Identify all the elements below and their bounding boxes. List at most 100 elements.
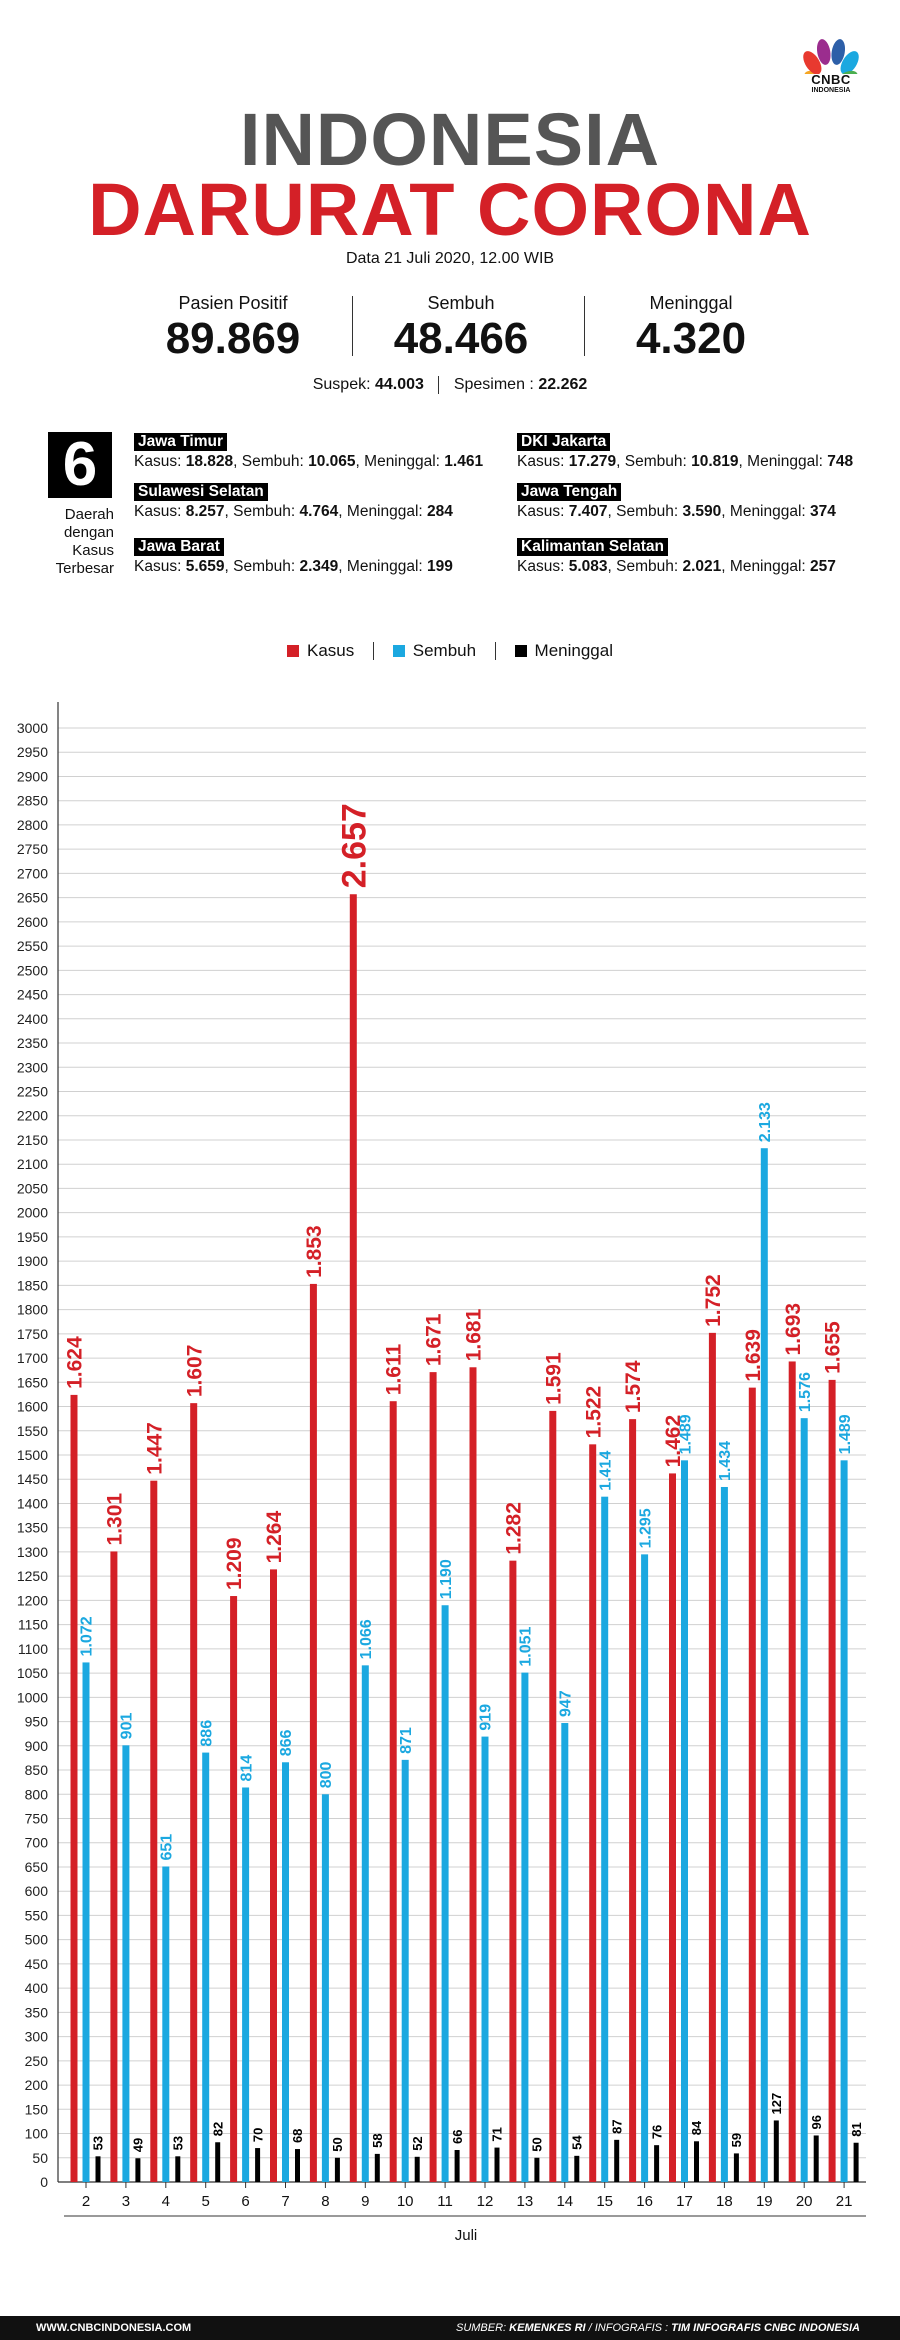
data-date: Data 21 Juli 2020, 12.00 WIB bbox=[345, 250, 555, 267]
region-sembuh: 10.819 bbox=[691, 453, 739, 470]
bar-kasus bbox=[788, 1361, 796, 2182]
data-label-meninggal: 96 bbox=[809, 2115, 824, 2129]
region-meninggal: 199 bbox=[427, 558, 453, 575]
bar-kasus bbox=[70, 1394, 78, 2182]
bar-sembuh bbox=[760, 1148, 768, 2182]
y-tick-label: 1450 bbox=[17, 1471, 48, 1487]
x-tick-label: 3 bbox=[122, 2193, 130, 2210]
y-tick-label: 1300 bbox=[17, 1544, 48, 1560]
x-tick-label: 4 bbox=[162, 2193, 170, 2210]
bar-kasus bbox=[190, 1403, 198, 2182]
y-tick-label: 550 bbox=[25, 1907, 49, 1923]
bar-sembuh bbox=[441, 1605, 449, 2182]
bar-meninggal bbox=[295, 2149, 300, 2182]
bar-kasus bbox=[429, 1372, 437, 2182]
kasus-label: Kasus: bbox=[134, 453, 182, 470]
region-meninggal: 284 bbox=[427, 503, 453, 520]
bar-kasus bbox=[589, 1444, 597, 2182]
y-tick-label: 2950 bbox=[17, 744, 48, 760]
bar-kasus bbox=[150, 1480, 158, 2182]
bar-sembuh bbox=[321, 1794, 329, 2182]
data-label-sembuh: 1.434 bbox=[717, 1441, 734, 1481]
data-label-meninggal: 76 bbox=[649, 2125, 664, 2139]
stat-divider bbox=[352, 296, 353, 356]
bar-sembuh bbox=[601, 1496, 609, 2182]
region-kasus: 18.828 bbox=[185, 453, 234, 470]
data-label-sembuh: 1.489 bbox=[837, 1414, 854, 1454]
kasus-label: Kasus: bbox=[517, 503, 565, 520]
data-label-sembuh: 1.051 bbox=[518, 1626, 535, 1666]
stat-positif-value: 89.869 bbox=[165, 314, 301, 363]
bar-sembuh bbox=[800, 1418, 808, 2182]
bar-meninggal bbox=[454, 2150, 460, 2182]
data-label-kasus: 1.462 bbox=[662, 1415, 685, 1468]
footer-website: WWW.CNBCINDONESIA.COM bbox=[36, 2322, 192, 2334]
data-label-meninggal: 58 bbox=[370, 2133, 385, 2147]
data-label-meninggal: 66 bbox=[450, 2130, 465, 2144]
data-label-meninggal: 81 bbox=[849, 2122, 864, 2136]
y-tick-label: 500 bbox=[25, 1932, 49, 1948]
sembuh-label: Sembuh: bbox=[616, 558, 679, 575]
data-label-kasus: 1.752 bbox=[702, 1274, 725, 1327]
bar-kasus bbox=[669, 1473, 676, 2182]
x-tick-label: 2 bbox=[82, 2193, 90, 2210]
bar-kasus bbox=[230, 1596, 238, 2182]
x-tick-label: 12 bbox=[477, 2193, 494, 2210]
region-sembuh: 3.590 bbox=[682, 503, 722, 520]
data-label-meninggal: 54 bbox=[569, 2135, 584, 2150]
bar-kasus bbox=[549, 1410, 557, 2182]
y-tick-label: 1850 bbox=[17, 1277, 48, 1293]
kasus-label: Kasus: bbox=[517, 558, 565, 575]
x-tick-label: 14 bbox=[556, 2193, 573, 2210]
x-tick-label: 11 bbox=[437, 2193, 453, 2210]
spesimen-value: 22.262 bbox=[538, 376, 588, 394]
legend-label-sembuh: Sembuh bbox=[412, 640, 477, 660]
data-label-sembuh: 886 bbox=[198, 1720, 215, 1747]
x-tick-label: 13 bbox=[517, 2193, 534, 2210]
bar-kasus bbox=[389, 1401, 397, 2182]
data-label-meninggal: 82 bbox=[210, 2122, 225, 2136]
region-name: Kalimantan Selatan bbox=[517, 538, 668, 556]
data-label-kasus: 1.574 bbox=[622, 1360, 645, 1413]
y-tick-label: 2300 bbox=[17, 1059, 48, 1075]
stat-sembuh-value: 48.466 bbox=[393, 314, 529, 363]
y-tick-label: 1650 bbox=[17, 1374, 48, 1390]
legend-label-meninggal: Meninggal bbox=[534, 640, 613, 660]
data-label-kasus: 1.264 bbox=[263, 1511, 286, 1564]
region-kalimantan-selatan: Kalimantan Selatan Kasus: 5.083, Sembuh:… bbox=[517, 538, 836, 575]
bar-meninggal bbox=[215, 2142, 221, 2182]
meninggal-label: Meninggal: bbox=[729, 558, 806, 575]
y-tick-label: 2900 bbox=[17, 768, 48, 784]
region-sembuh: 2.349 bbox=[299, 558, 339, 575]
bar-meninggal bbox=[494, 2147, 500, 2182]
bar-sembuh bbox=[122, 1745, 130, 2182]
data-label-meninggal: 49 bbox=[131, 2138, 146, 2152]
meninggal-label: Meninggal: bbox=[747, 453, 823, 470]
data-label-meninggal: 50 bbox=[530, 2137, 545, 2151]
footer: WWW.CNBCINDONESIA.COM SUMBER: KEMENKES R… bbox=[0, 2316, 900, 2340]
region-jawa-barat: Jawa Barat Kasus: 5.659, Sembuh: 2.349, … bbox=[134, 538, 453, 575]
region-name: Jawa Tengah bbox=[517, 483, 622, 501]
data-label-kasus: 1.611 bbox=[383, 1343, 406, 1395]
region-jawa-timur: Jawa Timur Kasus: 18.828, Sembuh: 10.065… bbox=[134, 433, 484, 470]
data-label-sembuh: 1.072 bbox=[79, 1616, 96, 1656]
bar-meninggal bbox=[334, 2157, 340, 2182]
bar-sembuh bbox=[840, 1460, 848, 2182]
meninggal-label: Meninggal: bbox=[364, 453, 440, 470]
data-label-meninggal: 68 bbox=[290, 2129, 305, 2143]
y-tick-label: 1950 bbox=[17, 1229, 48, 1245]
y-tick-label: 1050 bbox=[17, 1665, 48, 1681]
y-tick-label: 850 bbox=[25, 1762, 49, 1778]
data-label-sembuh: 1.414 bbox=[597, 1451, 614, 1491]
legend-label-kasus: Kasus bbox=[307, 640, 355, 660]
data-label-sembuh: 871 bbox=[398, 1727, 415, 1754]
region-kasus: 17.279 bbox=[568, 453, 617, 470]
data-label-kasus: 1.301 bbox=[103, 1493, 126, 1546]
y-tick-label: 2250 bbox=[17, 1084, 48, 1100]
y-tick-label: 50 bbox=[32, 2150, 48, 2166]
data-label-kasus: 1.607 bbox=[183, 1345, 206, 1398]
title-line-1: INDONESIA bbox=[239, 98, 661, 181]
meninggal-label: Meninggal: bbox=[729, 503, 806, 520]
sembuh-label: Sembuh: bbox=[616, 503, 679, 520]
title-line-2: DARURAT CORONA bbox=[88, 168, 812, 251]
